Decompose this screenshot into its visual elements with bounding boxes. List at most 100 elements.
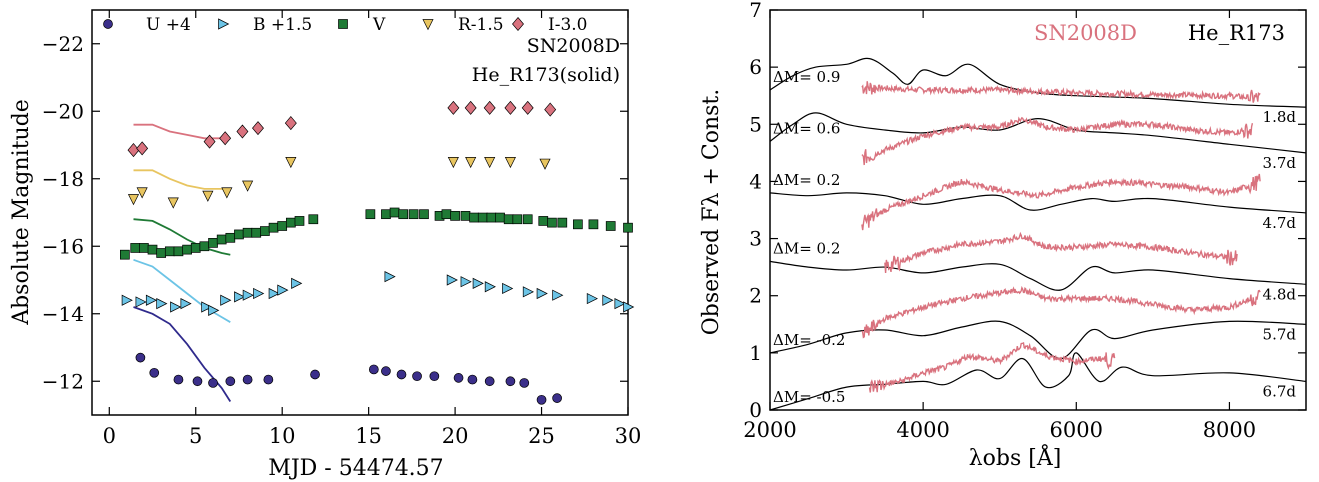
data-point-2 — [139, 243, 149, 253]
data-point-1 — [522, 286, 534, 298]
data-point-1 — [291, 277, 303, 289]
delta-m-label-2: ΔM= 0.2 — [773, 171, 840, 189]
data-point-2 — [450, 211, 460, 221]
data-point-1 — [145, 294, 158, 306]
data-point-0 — [467, 374, 478, 385]
right-y-tick-label: 5 — [749, 112, 762, 136]
observed-spectrum-3 — [884, 231, 1238, 273]
left-x-tick-label: 20 — [442, 424, 469, 448]
left-x-axis-label: MJD - 54474.57 — [268, 456, 443, 481]
data-point-1 — [277, 284, 289, 296]
observed-spectrum-0 — [861, 81, 1261, 103]
left-y-tick-label: −16 — [42, 234, 84, 258]
epoch-label-1: 3.7d — [1263, 154, 1297, 172]
legend-label-3: R-1.5 — [458, 15, 504, 35]
right-y-axis-label: Observed Fλ + Const. — [699, 89, 724, 335]
data-point-2 — [477, 212, 488, 223]
data-point-2 — [419, 209, 429, 220]
data-point-2 — [164, 246, 175, 257]
data-point-2 — [623, 222, 633, 233]
data-point-1 — [234, 291, 246, 303]
right-spectrum-labels: ΔM= 0.9 1.8d ΔM= 0.6 3.7d ΔM= 0.2 4.7d ΔM= 0.2… — [773, 68, 1296, 406]
left-x-tick-label: 10 — [269, 424, 296, 448]
left-y-tick-label: −20 — [42, 99, 84, 123]
model-spectrum-3 — [769, 260, 1307, 291]
observed-spectrum-5 — [868, 342, 1116, 393]
data-point-0 — [149, 367, 160, 378]
data-point-2 — [182, 244, 192, 255]
delta-m-label-1: ΔM= 0.6 — [773, 119, 840, 137]
model-curve-1 — [133, 258, 231, 323]
data-point-2 — [486, 212, 497, 223]
data-point-1 — [446, 274, 458, 286]
data-point-0 — [368, 364, 379, 375]
data-point-4 — [447, 100, 460, 115]
data-point-2 — [522, 214, 533, 225]
legend-marker-4 — [512, 16, 524, 32]
data-point-0 — [263, 374, 274, 385]
right-x-tick-label: 4000 — [896, 418, 949, 442]
data-point-2 — [294, 216, 305, 226]
data-point-0 — [396, 369, 407, 380]
data-point-2 — [225, 232, 236, 243]
data-point-0 — [381, 366, 391, 376]
left-annotation-sn: SN2008D — [527, 35, 620, 57]
data-point-3 — [167, 197, 179, 209]
right-y-tick-label: 7 — [749, 0, 762, 22]
epoch-label-5: 6.7d — [1263, 382, 1297, 400]
data-point-1 — [552, 289, 564, 301]
data-point-2 — [199, 241, 210, 252]
delta-m-label-3: ΔM= 0.2 — [773, 239, 840, 257]
data-point-4 — [464, 100, 477, 115]
right-legend-sn: SN2008D — [1034, 21, 1137, 45]
data-point-0 — [429, 371, 440, 382]
delta-m-label-5: ΔM= -0.5 — [773, 388, 845, 406]
data-point-2 — [260, 226, 270, 236]
right-x-tick-label: 8000 — [1203, 418, 1256, 442]
data-point-2 — [242, 227, 253, 238]
left-x-tick-label: 5 — [189, 424, 202, 448]
data-point-2 — [208, 238, 218, 248]
data-point-4 — [236, 124, 249, 139]
data-point-2 — [120, 249, 130, 260]
left-y-tick-label: −18 — [42, 167, 84, 191]
data-point-2 — [277, 221, 288, 231]
data-point-0 — [505, 376, 516, 387]
left-y-tick-label: −14 — [42, 302, 84, 326]
model-spectrum-4 — [769, 320, 1307, 360]
data-point-2 — [512, 214, 523, 225]
data-point-3 — [127, 194, 140, 206]
data-point-2 — [268, 222, 279, 233]
left-plot-frame — [91, 9, 629, 416]
left-x-tick-label: 15 — [355, 424, 382, 448]
data-point-3 — [202, 190, 214, 202]
observed-spectrum-1 — [861, 116, 1254, 166]
data-point-2 — [216, 234, 227, 245]
model-curve-0 — [133, 306, 232, 402]
data-point-2 — [130, 243, 141, 253]
data-point-1 — [242, 289, 254, 301]
data-point-2 — [605, 221, 616, 231]
data-point-0 — [310, 369, 320, 380]
legend-marker-2 — [338, 19, 348, 29]
data-point-2 — [408, 209, 419, 220]
data-point-2 — [234, 229, 244, 240]
data-point-2 — [460, 211, 471, 221]
data-point-1 — [220, 294, 232, 306]
legend-label-1: B +1.5 — [253, 15, 312, 35]
legend-marker-1 — [218, 18, 230, 30]
data-point-2 — [251, 227, 262, 238]
data-point-2 — [469, 212, 479, 223]
data-point-2 — [147, 244, 158, 255]
data-point-4 — [504, 100, 517, 115]
data-point-2 — [495, 212, 505, 223]
data-point-2 — [190, 243, 201, 253]
data-point-4 — [136, 141, 149, 156]
left-x-tick-label: 25 — [528, 424, 555, 448]
data-point-0 — [484, 376, 495, 387]
data-point-3 — [504, 157, 516, 169]
model-curve-3 — [133, 169, 231, 190]
observed-spectrum-2 — [861, 173, 1261, 231]
data-point-2 — [547, 217, 557, 228]
data-point-1 — [121, 294, 133, 306]
